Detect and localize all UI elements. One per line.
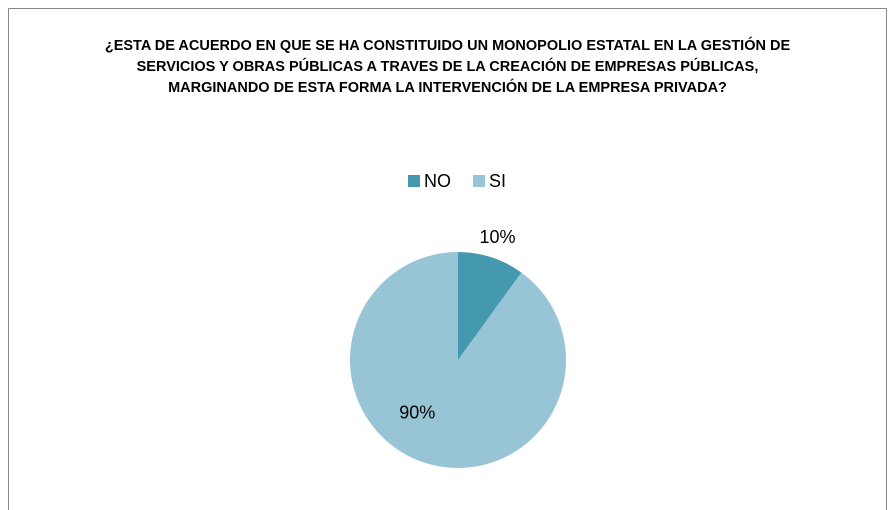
chart-title: ¿ESTA DE ACUERDO EN QUE SE HA CONSTITUID… [104,38,791,96]
legend-swatch [473,175,485,187]
legend-label: SI [489,171,506,191]
pie-slice [350,252,567,468]
legend-label: NO [424,171,451,191]
legend-swatch [408,175,420,187]
data-label: 90% [399,402,435,422]
data-label: 10% [480,227,516,247]
pie-slice [458,252,522,360]
